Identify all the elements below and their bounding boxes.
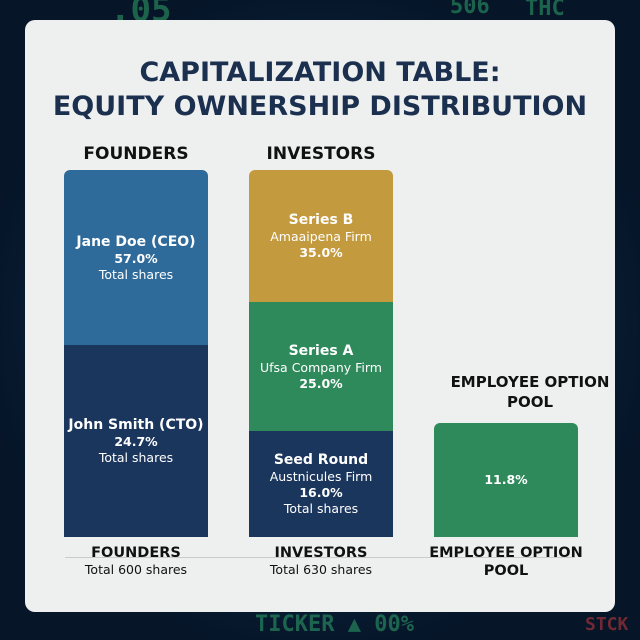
segment-sub: Total shares bbox=[98, 450, 174, 465]
baseline bbox=[65, 557, 575, 558]
segment-name: Series B bbox=[288, 212, 354, 228]
segment-value: 57.0% bbox=[114, 250, 158, 266]
segment-name: Series A bbox=[288, 342, 354, 359]
ticker-bg: TICKER ▲ 00% bbox=[255, 612, 414, 637]
footer-sub: Total 630 shares bbox=[269, 562, 373, 577]
title-line-2: EQUITY OWNERSHIP DISTRIBUTION bbox=[52, 91, 588, 122]
segment-value: 11.8% bbox=[484, 472, 528, 487]
bar-segment-john-smith: John Smith (CTO) 24.7% Total shares bbox=[64, 345, 208, 537]
bar-segment-series-a: Series A Ufsa Company Firm 25.0% bbox=[249, 302, 393, 431]
segment-sub: Total shares bbox=[283, 501, 359, 516]
segment-firm: Austnicules Firm bbox=[269, 469, 373, 484]
footer-title: FOUNDERS bbox=[91, 545, 181, 561]
bar-segment-seed-round: Seed Round Austnicules Firm 16.0% Total … bbox=[249, 431, 393, 537]
segment-sub: Total shares bbox=[98, 266, 174, 282]
bar-segment-jane-doe: Jane Doe (CEO) 57.0% Total shares bbox=[64, 170, 208, 345]
cap-table-card: CAPITALIZATION TABLE: EQUITY OWNERSHIP D… bbox=[25, 20, 615, 612]
segment-value: 25.0% bbox=[299, 375, 343, 391]
chart-title: CAPITALIZATION TABLE: EQUITY OWNERSHIP D… bbox=[25, 56, 615, 124]
segment-value: 16.0% bbox=[299, 485, 343, 500]
segment-name: Jane Doe (CEO) bbox=[76, 233, 196, 250]
segment-firm: Ufsa Company Firm bbox=[260, 359, 382, 375]
footer-pool: EMPLOYEE OPTION POOL bbox=[416, 544, 596, 580]
segment-name: John Smith (CTO) bbox=[68, 417, 204, 433]
bar-segment-series-b: Series B Amaaipena Firm 35.0% bbox=[249, 170, 393, 302]
title-line-1: CAPITALIZATION TABLE: bbox=[139, 57, 501, 88]
bar-segment-option-pool: 11.8% bbox=[434, 423, 578, 537]
segment-value: 24.7% bbox=[114, 434, 158, 449]
segment-name: Seed Round bbox=[273, 452, 369, 468]
group-header-investors: INVESTORS bbox=[266, 144, 376, 164]
footer-founders: FOUNDERS Total 600 shares bbox=[46, 544, 226, 578]
ticker-bg: 506 bbox=[450, 0, 490, 19]
footer-sub: Total 600 shares bbox=[84, 562, 188, 577]
group-header-pool: EMPLOYEE OPTION POOL bbox=[450, 373, 610, 411]
ticker-bg: THC bbox=[525, 0, 565, 21]
segment-value: 35.0% bbox=[299, 245, 343, 260]
ticker-bg: STCK bbox=[585, 614, 629, 635]
footer-title: INVESTORS bbox=[274, 545, 368, 561]
group-header-founders: FOUNDERS bbox=[83, 144, 189, 164]
footer-investors: INVESTORS Total 630 shares bbox=[231, 544, 411, 578]
footer-title: EMPLOYEE OPTION POOL bbox=[429, 545, 583, 579]
segment-firm: Amaaipena Firm bbox=[270, 229, 372, 244]
